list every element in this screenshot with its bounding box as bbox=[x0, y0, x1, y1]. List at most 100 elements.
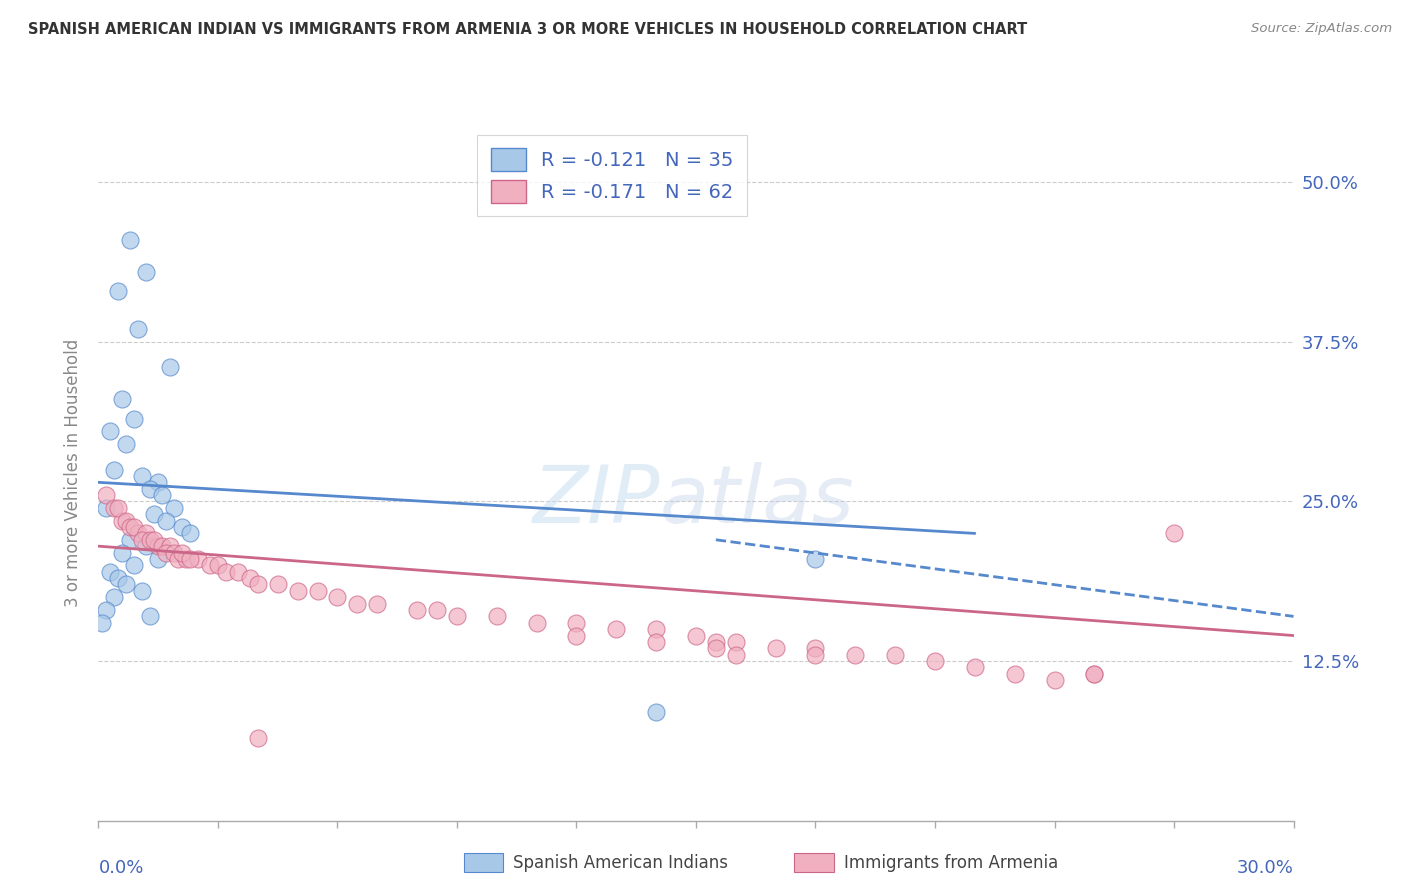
Point bbox=[406, 603, 429, 617]
Point bbox=[135, 526, 157, 541]
Point bbox=[127, 526, 149, 541]
Point bbox=[131, 533, 153, 547]
Point bbox=[179, 552, 201, 566]
Point bbox=[120, 520, 142, 534]
Y-axis label: 3 or more Vehicles in Household: 3 or more Vehicles in Household bbox=[65, 339, 83, 607]
Point bbox=[124, 520, 146, 534]
Point bbox=[326, 591, 349, 605]
Point bbox=[159, 539, 181, 553]
Point bbox=[287, 583, 309, 598]
Point bbox=[120, 533, 142, 547]
Point bbox=[366, 597, 388, 611]
Point bbox=[124, 558, 146, 573]
Point bbox=[565, 615, 588, 630]
Point bbox=[804, 641, 827, 656]
Point bbox=[346, 597, 368, 611]
Text: Source: ZipAtlas.com: Source: ZipAtlas.com bbox=[1251, 22, 1392, 36]
Point bbox=[963, 660, 986, 674]
Point bbox=[804, 552, 827, 566]
Point bbox=[724, 635, 747, 649]
Point bbox=[1083, 666, 1105, 681]
Text: 0.0%: 0.0% bbox=[98, 859, 143, 877]
Point bbox=[155, 514, 177, 528]
Point bbox=[148, 552, 170, 566]
Point bbox=[179, 526, 201, 541]
Point bbox=[100, 565, 122, 579]
Point bbox=[187, 552, 209, 566]
Point bbox=[565, 628, 588, 642]
Point bbox=[131, 469, 153, 483]
Point bbox=[884, 648, 907, 662]
Point bbox=[143, 508, 166, 522]
Point bbox=[131, 583, 153, 598]
Point bbox=[96, 488, 118, 502]
Point bbox=[107, 500, 129, 515]
Point bbox=[246, 731, 269, 745]
Point bbox=[704, 641, 727, 656]
Point bbox=[115, 437, 138, 451]
Point bbox=[107, 284, 129, 298]
Point bbox=[605, 622, 627, 636]
Point bbox=[485, 609, 508, 624]
Text: 30.0%: 30.0% bbox=[1237, 859, 1294, 877]
Point bbox=[1043, 673, 1066, 688]
Point bbox=[115, 514, 138, 528]
Point bbox=[426, 603, 449, 617]
Point bbox=[267, 577, 290, 591]
Point bbox=[239, 571, 262, 585]
Point bbox=[246, 577, 269, 591]
Point bbox=[765, 641, 787, 656]
Point bbox=[844, 648, 866, 662]
Point bbox=[307, 583, 329, 598]
Point bbox=[924, 654, 946, 668]
Point bbox=[96, 500, 118, 515]
Point bbox=[163, 500, 186, 515]
Point bbox=[139, 609, 162, 624]
Point bbox=[685, 628, 707, 642]
Point bbox=[120, 233, 142, 247]
Point bbox=[135, 539, 157, 553]
Point bbox=[704, 635, 727, 649]
Point bbox=[804, 648, 827, 662]
Point bbox=[103, 500, 125, 515]
Point bbox=[127, 322, 149, 336]
Text: atlas: atlas bbox=[661, 461, 855, 540]
Text: SPANISH AMERICAN INDIAN VS IMMIGRANTS FROM ARMENIA 3 OR MORE VEHICLES IN HOUSEHO: SPANISH AMERICAN INDIAN VS IMMIGRANTS FR… bbox=[28, 22, 1028, 37]
Point bbox=[207, 558, 229, 573]
Point bbox=[150, 488, 173, 502]
Point bbox=[148, 475, 170, 490]
Point bbox=[1083, 666, 1105, 681]
Point bbox=[103, 462, 125, 476]
Point bbox=[111, 514, 134, 528]
Point bbox=[111, 392, 134, 407]
Point bbox=[167, 552, 190, 566]
Point bbox=[198, 558, 221, 573]
Point bbox=[174, 552, 197, 566]
Point bbox=[172, 520, 194, 534]
Point bbox=[91, 615, 114, 630]
Point bbox=[226, 565, 249, 579]
Point bbox=[645, 635, 668, 649]
Point bbox=[724, 648, 747, 662]
Point bbox=[96, 603, 118, 617]
Point bbox=[103, 591, 125, 605]
Point bbox=[645, 622, 668, 636]
Point bbox=[1163, 526, 1185, 541]
Text: Immigrants from Armenia: Immigrants from Armenia bbox=[844, 854, 1057, 871]
Point bbox=[135, 265, 157, 279]
Point bbox=[111, 545, 134, 559]
Point bbox=[150, 539, 173, 553]
Point bbox=[148, 539, 170, 553]
Point bbox=[1004, 666, 1026, 681]
Point bbox=[163, 545, 186, 559]
Point bbox=[159, 360, 181, 375]
Point bbox=[115, 577, 138, 591]
Point bbox=[526, 615, 548, 630]
Point bbox=[139, 482, 162, 496]
Point bbox=[124, 411, 146, 425]
Legend: R = -0.121   N = 35, R = -0.171   N = 62: R = -0.121 N = 35, R = -0.171 N = 62 bbox=[477, 135, 748, 217]
Text: ZIP: ZIP bbox=[533, 461, 661, 540]
Point bbox=[107, 571, 129, 585]
Point bbox=[155, 545, 177, 559]
Point bbox=[143, 533, 166, 547]
